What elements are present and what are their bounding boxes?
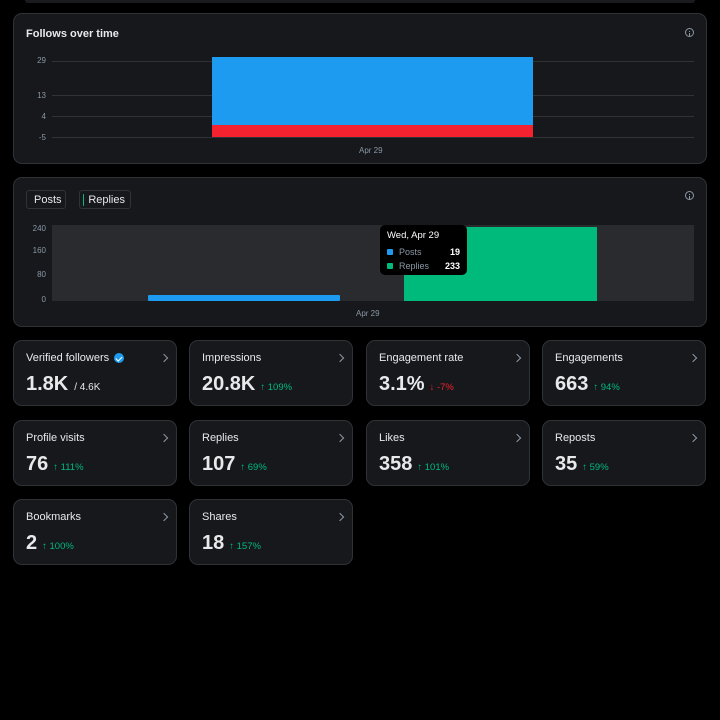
posts-bar[interactable] [148,294,340,301]
stat-value-text: 76 [26,453,49,475]
tooltip-value: 19 [449,247,460,257]
stat-change: ↑ 157% [229,541,261,552]
stat-card-profile-visits[interactable]: Profile visits 76 ↑ 111% [13,420,177,486]
stat-change: ↑ 69% [240,462,267,473]
follows-chart-card: Follows over time 29 13 4 -5 Apr 29 [13,13,707,164]
info-icon[interactable] [685,28,694,37]
tooltip-value: 233 [444,261,460,271]
chevron-right-icon [335,353,345,363]
follows-chart-title: Follows over time [26,28,119,40]
stat-label: Engagement rate [379,352,464,364]
stat-value: 35 ↑ 59% [555,453,609,476]
x-tick-label: Apr 29 [359,146,383,155]
verified-badge-icon [114,353,125,363]
chevron-right-icon [512,353,522,363]
stat-label: Likes [379,432,405,444]
stat-label: Replies [202,432,239,444]
stat-value: 20.8K ↑ 109% [202,373,292,396]
stat-value: 2 ↑ 100% [26,532,74,555]
chevron-right-icon [688,433,698,443]
stat-value: 18 ↑ 157% [202,532,261,555]
stat-value: 1.8K / 4.6K [26,373,100,396]
stat-change: ↑ 100% [42,541,74,552]
chevron-right-icon [335,433,345,443]
chevron-right-icon [159,353,169,363]
stat-change: ↑ 101% [417,462,450,473]
tooltip-row: Posts 19 [387,245,460,259]
stat-value: 3.1% ↓ -7% [379,373,454,396]
stat-value: 76 ↑ 111% [26,453,84,476]
stat-card-engagement-rate[interactable]: Engagement rate 3.1% ↓ -7% [366,340,530,406]
stat-label: Profile visits [26,432,85,444]
stat-label: Impressions [202,352,262,364]
stat-change: ↓ -7% [429,382,454,393]
legend-swatch [83,193,85,206]
chevron-right-icon [512,433,522,443]
follows-gained-bar[interactable] [212,57,533,126]
stat-value-text: 358 [379,453,413,475]
tooltip-swatch [387,249,393,255]
tooltip-name: Replies [399,261,430,271]
y-tick-label: -5 [38,133,46,142]
y-tick-label: 13 [37,91,46,100]
stat-value-text: 3.1% [379,373,425,395]
y-tick-label: 80 [37,270,46,279]
stat-card-verified-followers[interactable]: Verified followers 1.8K / 4.6K [13,340,177,406]
stat-card-shares[interactable]: Shares 18 ↑ 157% [189,499,353,565]
stat-secondary: / 4.6K [74,382,101,393]
stat-label-text: Verified followers [26,352,110,364]
chevron-right-icon [688,353,698,363]
stat-label: Bookmarks [26,511,82,523]
stat-value-text: 2 [26,532,38,554]
stat-card-reposts[interactable]: Reposts 35 ↑ 59% [542,420,706,486]
chevron-right-icon [335,512,345,522]
stat-card-replies[interactable]: Replies 107 ↑ 69% [189,420,353,486]
stat-value: 107 ↑ 69% [202,453,267,476]
legend-label: Posts [34,193,62,206]
stat-label: Shares [202,511,237,523]
tooltip-swatch [387,263,393,269]
stat-label: Engagements [555,352,623,364]
chevron-right-icon [159,512,169,522]
stat-card-engagements[interactable]: Engagements 663 ↑ 94% [542,340,706,406]
stat-label: Verified followers [26,352,125,364]
stat-value: 663 ↑ 94% [555,373,620,396]
tooltip-name: Posts [399,247,422,257]
stat-value-text: 1.8K [26,373,69,395]
tooltip-row: Replies 233 [387,259,460,273]
stat-card-impressions[interactable]: Impressions 20.8K ↑ 109% [189,340,353,406]
y-tick-label: 160 [32,246,46,255]
y-tick-label: 240 [32,224,46,233]
activity-chart-card: Posts Replies 240 160 80 0 Apr 29 [13,177,707,327]
stat-value-text: 20.8K [202,373,256,395]
stat-change: ↑ 109% [260,382,293,393]
legend-label: Replies [88,193,125,206]
stat-change: ↑ 111% [53,462,84,473]
chevron-right-icon [159,433,169,443]
y-tick-label: 0 [41,295,46,304]
chart-tooltip: Wed, Apr 29 Posts 19 Replies 233 [380,225,467,275]
stat-change: ↑ 59% [582,462,609,473]
plot-area [52,225,694,301]
stat-value-text: 663 [555,373,589,395]
stat-value-text: 18 [202,532,225,554]
y-tick-label: 4 [41,112,46,121]
stat-card-likes[interactable]: Likes 358 ↑ 101% [366,420,530,486]
info-icon[interactable] [685,191,694,200]
legend-replies[interactable]: Replies [79,190,131,209]
legend-posts[interactable]: Posts [26,190,66,209]
stat-value-text: 107 [202,453,236,475]
stat-value-text: 35 [555,453,578,475]
top-divider [25,0,695,3]
y-tick-label: 29 [37,56,46,65]
stat-label: Reposts [555,432,596,444]
stat-change: ↑ 94% [593,382,620,393]
x-tick-label: Apr 29 [356,309,380,318]
stat-value: 358 ↑ 101% [379,453,449,476]
stat-card-bookmarks[interactable]: Bookmarks 2 ↑ 100% [13,499,177,565]
gridline [52,137,694,138]
follows-lost-bar[interactable] [212,125,533,137]
tooltip-title: Wed, Apr 29 [387,230,440,241]
